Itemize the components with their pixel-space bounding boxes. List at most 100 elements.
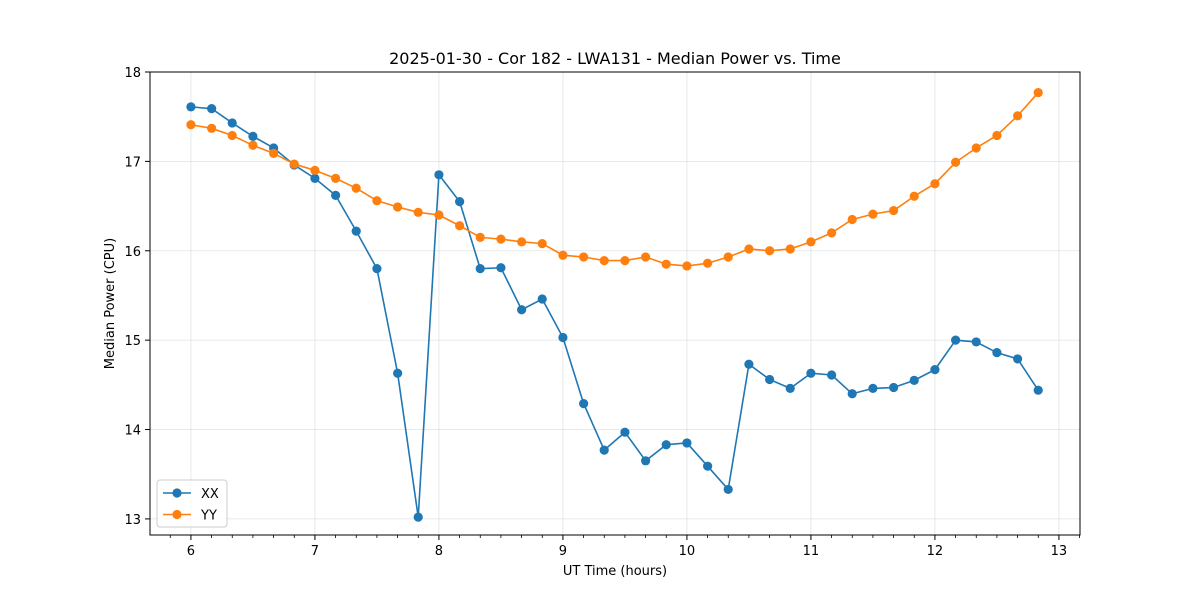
y-tick-label: 13 xyxy=(124,513,141,528)
data-point-yy xyxy=(434,210,444,220)
data-point-yy xyxy=(599,256,609,266)
data-point-yy xyxy=(475,232,485,242)
data-point-yy xyxy=(207,123,217,133)
data-point-xx xyxy=(1013,354,1023,364)
legend-marker-xx xyxy=(172,488,182,498)
data-point-xx xyxy=(785,383,795,394)
data-point-xx xyxy=(517,305,527,315)
data-point-xx xyxy=(806,368,816,378)
data-point-xx xyxy=(434,170,444,180)
data-point-yy xyxy=(847,214,857,225)
data-point-yy xyxy=(765,246,775,256)
data-point-yy xyxy=(1013,111,1023,121)
data-point-yy xyxy=(744,244,754,254)
data-point-xx xyxy=(641,456,651,466)
data-point-xx xyxy=(765,374,775,385)
chart-title: 2025-01-30 - Cor 182 - LWA131 - Median P… xyxy=(389,49,841,68)
data-point-yy xyxy=(579,252,589,262)
data-point-yy xyxy=(310,165,320,175)
data-point-yy xyxy=(227,130,237,141)
data-point-yy xyxy=(951,157,961,167)
legend-marker-yy xyxy=(172,509,182,520)
y-tick-label: 17 xyxy=(124,155,141,170)
data-point-xx xyxy=(847,389,857,399)
data-point-xx xyxy=(971,337,981,347)
legend-label-xx: XX xyxy=(201,487,219,502)
data-point-yy xyxy=(393,202,403,212)
data-point-xx xyxy=(331,190,341,200)
data-point-yy xyxy=(889,205,899,216)
legend: XX YY xyxy=(156,479,228,528)
x-tick-label: 7 xyxy=(311,544,319,559)
y-tick-label: 14 xyxy=(124,424,141,439)
data-point-yy xyxy=(661,259,671,269)
data-point-yy xyxy=(351,183,361,193)
x-tick-label: 10 xyxy=(679,544,696,559)
x-tick-label: 9 xyxy=(559,544,567,559)
data-point-yy xyxy=(992,130,1002,141)
data-point-yy xyxy=(1033,87,1043,98)
y-tick-label: 16 xyxy=(124,245,141,260)
data-point-xx xyxy=(744,359,754,369)
data-point-yy xyxy=(971,143,981,153)
plot-frame xyxy=(149,71,1081,536)
series-yy xyxy=(186,87,1043,271)
data-point-xx xyxy=(413,512,423,522)
data-point-xx xyxy=(909,375,919,385)
data-point-xx xyxy=(599,445,609,455)
data-point-xx xyxy=(186,102,196,112)
data-point-xx xyxy=(1033,385,1043,395)
data-point-yy xyxy=(455,221,465,231)
data-point-yy xyxy=(827,228,837,238)
data-point-yy xyxy=(785,244,795,254)
data-point-xx xyxy=(475,264,485,274)
x-tick-label: 12 xyxy=(927,544,944,559)
data-point-xx xyxy=(455,197,465,207)
data-point-yy xyxy=(496,234,506,244)
data-point-yy xyxy=(806,237,816,247)
y-axis: 13 14 15 16 17 18 xyxy=(124,66,150,528)
data-point-xx xyxy=(889,382,899,393)
data-point-yy xyxy=(682,261,692,271)
y-tick-label: 15 xyxy=(124,334,141,349)
data-point-xx xyxy=(248,131,258,141)
data-point-yy xyxy=(558,250,568,260)
data-point-xx xyxy=(372,264,382,274)
data-point-xx xyxy=(496,263,506,273)
series-layer xyxy=(186,87,1043,522)
data-point-xx xyxy=(827,370,837,380)
data-point-yy xyxy=(703,258,713,268)
data-point-xx xyxy=(620,427,630,437)
data-point-yy xyxy=(269,148,279,158)
data-point-yy xyxy=(186,120,196,130)
data-point-yy xyxy=(413,207,423,217)
x-tick-label: 13 xyxy=(1051,544,1068,559)
data-point-yy xyxy=(641,252,651,262)
data-point-xx xyxy=(310,173,320,183)
data-point-xx xyxy=(558,332,568,343)
x-tick-label: 11 xyxy=(803,544,820,559)
data-point-xx xyxy=(207,104,217,114)
data-point-yy xyxy=(930,179,940,189)
y-axis-label: Median Power (CPU) xyxy=(103,238,118,369)
data-point-xx xyxy=(951,335,961,345)
data-point-xx xyxy=(682,438,692,448)
data-point-xx xyxy=(579,399,589,409)
legend-label-yy: YY xyxy=(200,509,217,524)
data-point-yy xyxy=(517,237,527,247)
data-point-yy xyxy=(248,140,258,150)
data-point-yy xyxy=(331,173,341,183)
data-point-xx xyxy=(393,368,403,378)
data-point-yy xyxy=(537,239,547,249)
data-point-xx xyxy=(703,461,713,471)
data-point-xx xyxy=(661,440,671,450)
data-point-xx xyxy=(537,294,547,304)
data-point-yy xyxy=(909,191,919,201)
y-tick-label: 18 xyxy=(124,66,141,81)
data-point-xx xyxy=(351,226,361,236)
data-point-yy xyxy=(620,256,630,266)
data-point-yy xyxy=(289,159,299,169)
data-point-xx xyxy=(992,348,1002,358)
x-axis: 6 7 8 9 10 11 12 13 xyxy=(169,535,1080,559)
